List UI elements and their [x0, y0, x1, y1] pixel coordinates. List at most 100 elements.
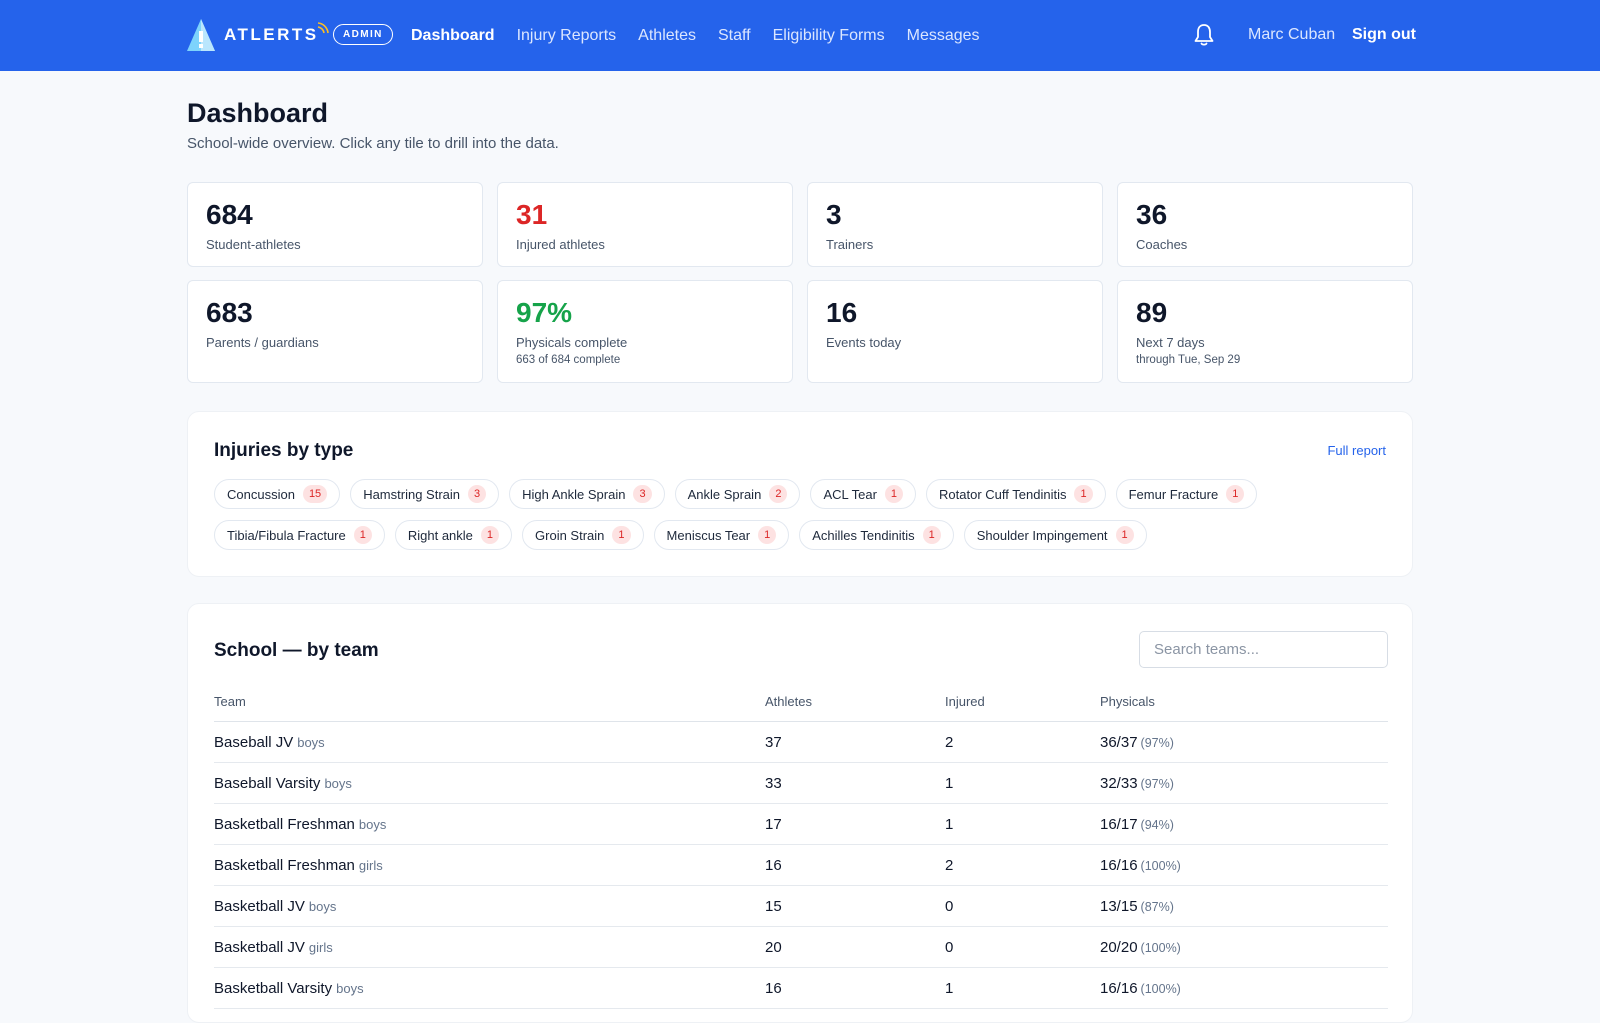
- athletes-count: 15: [765, 885, 945, 927]
- stat-sub: through Tue, Sep 29: [1136, 354, 1241, 366]
- table-row[interactable]: Basketball Freshman girls 16 2 16/16 (100%…: [214, 844, 1388, 886]
- injury-type: Hamstring Strain: [363, 486, 460, 502]
- nav-messages[interactable]: Messages: [906, 26, 980, 44]
- signal-icon: [317, 22, 329, 34]
- injury-type: Meniscus Tear: [666, 527, 751, 543]
- injury-chip[interactable]: High Ankle Sprain 3: [509, 479, 665, 509]
- stat-label: Parents / guardians: [206, 335, 319, 350]
- injury-count: 1: [612, 526, 631, 544]
- injury-type: Shoulder Impingement: [976, 527, 1108, 543]
- injury-chip[interactable]: Concussion 15: [214, 479, 341, 509]
- physicals-percent: (100%): [1140, 940, 1181, 955]
- injury-type: Concussion: [227, 486, 295, 502]
- table-row[interactable]: Basketball JV girls 20 0 20/20 (100%): [214, 926, 1388, 968]
- team-name[interactable]: Baseball JV: [214, 733, 294, 751]
- injury-chip[interactable]: Shoulder Impingement 1: [963, 520, 1147, 550]
- physicals-percent: (87%): [1140, 899, 1174, 914]
- table-row[interactable]: Basketball Varsity boys 16 1 16/16 (100%): [214, 967, 1388, 1009]
- column-header-injured[interactable]: Injured: [945, 682, 1100, 722]
- injury-chip[interactable]: Femur Fracture 1: [1115, 479, 1258, 509]
- physicals-percent: (100%): [1140, 981, 1181, 996]
- table-row[interactable]: Basketball Freshman boys 17 1 16/17 (94%): [214, 803, 1388, 845]
- injury-type: Right ankle: [407, 527, 473, 543]
- injury-type: High Ankle Sprain: [522, 486, 626, 502]
- injury-type: Groin Strain: [535, 527, 605, 543]
- injury-count: 1: [1074, 485, 1093, 503]
- stat-value: 684: [206, 199, 253, 230]
- team-cell: Baseball Varsity boys: [214, 762, 765, 804]
- team-gender: boys: [297, 734, 325, 750]
- team-name[interactable]: Basketball JV: [214, 938, 305, 956]
- table-row[interactable]: Basketball JV boys 15 0 13/15 (87%): [214, 885, 1388, 927]
- stat-label: Injured athletes: [516, 237, 605, 252]
- injured-count: 0: [945, 885, 1100, 927]
- stat-sub: 663 of 684 complete: [516, 354, 621, 366]
- nav-athletes[interactable]: Athletes: [638, 26, 696, 44]
- physicals-ratio: 16/16: [1100, 979, 1138, 997]
- injury-count: 1: [922, 526, 941, 544]
- injury-chip[interactable]: Hamstring Strain 3: [350, 479, 500, 509]
- injury-chip[interactable]: Groin Strain 1: [522, 520, 644, 550]
- user-name[interactable]: Marc Cuban: [1248, 26, 1336, 43]
- team-cell: Basketball Freshman girls: [214, 844, 765, 886]
- team-name[interactable]: Basketball JV: [214, 897, 305, 915]
- injury-count: 3: [468, 485, 487, 503]
- stat-tile-physicals[interactable]: 97% Physicals complete 663 of 684 comple…: [497, 280, 793, 383]
- table-row[interactable]: Baseball Varsity boys 33 1 32/33 (97%): [214, 762, 1388, 804]
- nav-eligibility-forms[interactable]: Eligibility Forms: [772, 26, 885, 44]
- full-report-link[interactable]: Full report: [1327, 443, 1386, 458]
- physicals-cell: 16/17 (94%): [1100, 803, 1388, 845]
- stat-tile-injured-athletes[interactable]: 31 Injured athletes: [497, 182, 793, 267]
- injury-chip[interactable]: Achilles Tendinitis 1: [799, 520, 954, 550]
- physicals-percent: (100%): [1140, 858, 1181, 873]
- injury-chip[interactable]: Meniscus Tear 1: [653, 520, 790, 550]
- injured-count: 1: [945, 803, 1100, 845]
- team-gender: boys: [324, 775, 352, 791]
- team-name[interactable]: Baseball Varsity: [214, 774, 321, 792]
- stat-value: 89: [1136, 297, 1168, 328]
- injury-count: 1: [353, 526, 372, 544]
- injured-count: 0: [945, 926, 1100, 968]
- stat-tile-events-today[interactable]: 16 Events today: [807, 280, 1103, 383]
- nav-injury-reports[interactable]: Injury Reports: [516, 26, 617, 44]
- stat-tile-coaches[interactable]: 36 Coaches: [1117, 182, 1413, 267]
- physicals-cell: 16/16 (100%): [1100, 967, 1388, 1009]
- injury-chip[interactable]: Rotator Cuff Tendinitis 1: [926, 479, 1106, 509]
- stat-tile-parents[interactable]: 683 Parents / guardians: [187, 280, 483, 383]
- table-header-row: Team Athletes Injured Physicals: [214, 682, 1388, 722]
- injuries-title: Injuries by type: [214, 440, 354, 461]
- athletes-count: 17: [765, 803, 945, 845]
- table-row[interactable]: Baseball JV boys 37 2 36/37 (97%): [214, 721, 1388, 763]
- stat-label: Trainers: [826, 237, 874, 252]
- main-nav: Dashboard Injury Reports Athletes Staff …: [411, 0, 1002, 71]
- column-header-team[interactable]: Team: [214, 682, 765, 722]
- stat-value: 3: [826, 199, 842, 230]
- stat-tile-student-athletes[interactable]: 684 Student-athletes: [187, 182, 483, 267]
- team-name[interactable]: Basketball Freshman: [214, 815, 355, 833]
- team-name[interactable]: Basketball Freshman: [214, 856, 355, 874]
- nav-staff[interactable]: Staff: [717, 26, 751, 44]
- team-gender: girls: [358, 857, 383, 873]
- sign-out-button[interactable]: Sign out: [1352, 26, 1416, 43]
- physicals-ratio: 16/16: [1100, 856, 1138, 874]
- injury-chip-row: Concussion 15 Hamstring Strain 3 High Ankl…: [214, 479, 1267, 509]
- search-teams-input[interactable]: [1139, 631, 1388, 668]
- physicals-ratio: 20/20: [1100, 938, 1138, 956]
- injury-chip-row: Tibia/Fibula Fracture 1 Right ankle 1 Groi…: [214, 520, 1157, 550]
- team-name[interactable]: Basketball Varsity: [214, 979, 333, 997]
- teams-panel: School — by team Team Athletes Injured P…: [187, 603, 1413, 1023]
- column-header-athletes[interactable]: Athletes: [765, 682, 945, 722]
- injury-chip[interactable]: Tibia/Fibula Fracture 1: [214, 520, 385, 550]
- injury-chip[interactable]: Right ankle 1: [394, 520, 513, 550]
- stat-tile-next-7-days[interactable]: 89 Next 7 days through Tue, Sep 29: [1117, 280, 1413, 383]
- stat-tile-trainers[interactable]: 3 Trainers: [807, 182, 1103, 267]
- brand-logo[interactable]: ATLERTS: [186, 18, 329, 52]
- column-header-physicals[interactable]: Physicals: [1100, 682, 1388, 722]
- team-cell: Basketball Freshman boys: [214, 803, 765, 845]
- bell-icon[interactable]: [1193, 23, 1215, 47]
- nav-dashboard[interactable]: Dashboard: [411, 26, 495, 44]
- physicals-ratio: 32/33: [1100, 774, 1138, 792]
- injury-chip[interactable]: Ankle Sprain 2: [674, 479, 801, 509]
- injury-chip[interactable]: ACL Tear 1: [810, 479, 917, 509]
- injury-type: Tibia/Fibula Fracture: [227, 527, 346, 543]
